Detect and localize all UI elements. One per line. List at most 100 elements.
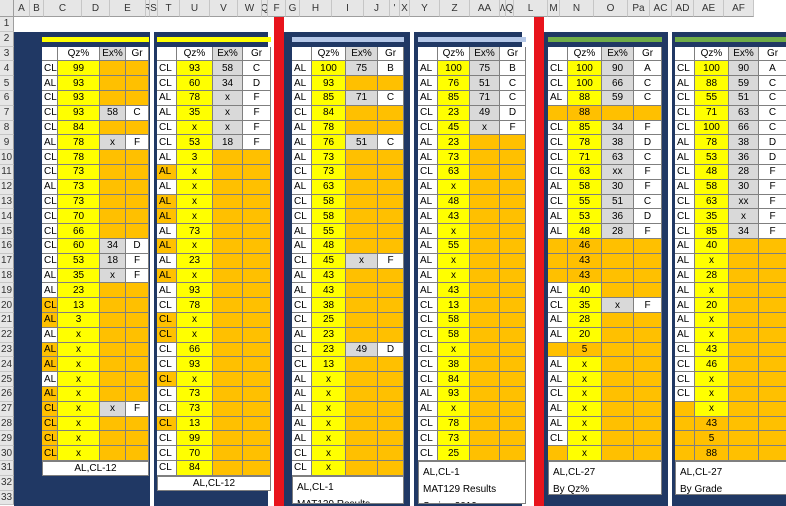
cell-qz[interactable]: 20: [695, 298, 729, 313]
cell-grade[interactable]: [634, 401, 662, 417]
cell-section[interactable]: CL: [157, 416, 177, 432]
cell-section[interactable]: CL: [42, 239, 58, 254]
cell-qz[interactable]: x: [312, 446, 346, 461]
cell-grade[interactable]: [634, 327, 662, 343]
cell-qz[interactable]: 66: [177, 342, 213, 358]
cell-qz[interactable]: x: [438, 401, 470, 417]
cell-qz[interactable]: x: [177, 194, 213, 210]
cell-section[interactable]: AL: [675, 150, 695, 165]
cell-qz[interactable]: 93: [58, 105, 100, 121]
cell-qz[interactable]: 70: [177, 446, 213, 461]
cell-ex[interactable]: [100, 165, 126, 180]
cell-qz[interactable]: 78: [177, 91, 213, 106]
cell-grade[interactable]: [759, 313, 786, 328]
cell-ex[interactable]: x: [100, 135, 126, 151]
cell-qz[interactable]: 43: [695, 416, 729, 432]
cell-ex[interactable]: [100, 91, 126, 106]
cell-grade[interactable]: [500, 179, 526, 195]
cell-grade[interactable]: [126, 431, 149, 447]
cell-ex[interactable]: 49: [346, 342, 378, 358]
cell-section[interactable]: CL: [548, 431, 568, 447]
column-header[interactable]: ': [390, 0, 400, 17]
cell-section[interactable]: AL: [42, 387, 58, 402]
cell-section[interactable]: AL: [548, 401, 568, 417]
row-header[interactable]: 31: [0, 461, 14, 476]
row-header[interactable]: 30: [0, 446, 14, 461]
cell-grade[interactable]: [500, 253, 526, 269]
cell-section[interactable]: CL: [292, 357, 312, 373]
cell-qz[interactable]: 45: [438, 120, 470, 136]
cell-ex[interactable]: [213, 431, 243, 447]
cell-section[interactable]: CL: [292, 209, 312, 225]
cell-grade[interactable]: [243, 283, 271, 299]
cell-grade[interactable]: [126, 120, 149, 136]
cell-grade[interactable]: [378, 120, 404, 136]
column-header[interactable]: Z: [440, 0, 470, 17]
cell-ex[interactable]: [213, 327, 243, 343]
cell-grade[interactable]: D: [378, 342, 404, 358]
cell-ex[interactable]: 59: [602, 91, 634, 106]
cell-section[interactable]: CL: [418, 105, 438, 121]
cell-grade[interactable]: [759, 416, 786, 432]
cell-qz[interactable]: x: [58, 327, 100, 343]
cell-qz[interactable]: 66: [58, 224, 100, 239]
cell-qz[interactable]: 85: [312, 91, 346, 106]
cell-ex[interactable]: x: [100, 268, 126, 284]
cell-section[interactable]: AL: [157, 209, 177, 225]
cell-section[interactable]: CL: [418, 372, 438, 387]
cell-section[interactable]: [675, 446, 695, 461]
cell-section[interactable]: AL: [292, 239, 312, 254]
cell-ex[interactable]: [213, 342, 243, 358]
cell-grade[interactable]: [500, 357, 526, 373]
column-header[interactable]: W: [238, 0, 262, 17]
cell-section[interactable]: CL: [418, 342, 438, 358]
cell-qz[interactable]: 55: [568, 194, 602, 210]
cell-section[interactable]: CL: [292, 165, 312, 180]
cell-ex[interactable]: [213, 253, 243, 269]
cell-ex[interactable]: [346, 416, 378, 432]
cell-grade[interactable]: F: [126, 135, 149, 151]
row-header[interactable]: 26: [0, 387, 14, 402]
cell-qz[interactable]: 13: [58, 298, 100, 313]
cell-section[interactable]: [548, 446, 568, 461]
cell-qz[interactable]: 43: [695, 342, 729, 358]
cell-ex[interactable]: x: [602, 298, 634, 313]
cell-ex[interactable]: [213, 446, 243, 461]
cell-ex[interactable]: [470, 165, 500, 180]
cell-ex[interactable]: 66: [602, 76, 634, 91]
cell-qz[interactable]: x: [438, 224, 470, 239]
cell-ex[interactable]: [213, 283, 243, 299]
cell-grade[interactable]: [378, 239, 404, 254]
cell-ex[interactable]: [729, 431, 759, 447]
cell-section[interactable]: [675, 401, 695, 417]
cell-section[interactable]: CL: [292, 342, 312, 358]
cell-section[interactable]: AL: [418, 91, 438, 106]
row-header[interactable]: 20: [0, 298, 14, 313]
cell-section[interactable]: AL: [292, 120, 312, 136]
cell-ex[interactable]: x: [213, 120, 243, 136]
cell-section[interactable]: CL: [548, 120, 568, 136]
cell-grade[interactable]: [500, 372, 526, 387]
cell-grade[interactable]: [126, 327, 149, 343]
cell-qz[interactable]: x: [312, 387, 346, 402]
cell-section[interactable]: CL: [157, 446, 177, 461]
cell-section[interactable]: AL: [548, 372, 568, 387]
table-header-ex[interactable]: Ex%: [602, 46, 634, 62]
column-header[interactable]: E: [110, 0, 146, 17]
cell-ex[interactable]: 51: [470, 76, 500, 91]
cell-section[interactable]: CL: [157, 313, 177, 328]
cell-qz[interactable]: 53: [568, 209, 602, 225]
cell-ex[interactable]: [470, 431, 500, 447]
cell-grade[interactable]: [243, 461, 271, 476]
cell-grade[interactable]: F: [634, 165, 662, 180]
cell-section[interactable]: CL: [157, 372, 177, 387]
cell-section[interactable]: AL: [675, 179, 695, 195]
cell-qz[interactable]: 28: [695, 268, 729, 284]
cell-grade[interactable]: [126, 372, 149, 387]
cell-ex[interactable]: [470, 209, 500, 225]
cell-grade[interactable]: [634, 268, 662, 284]
table-header-ex[interactable]: Ex%: [470, 46, 500, 62]
cell-grade[interactable]: [126, 194, 149, 210]
cell-grade[interactable]: [500, 165, 526, 180]
cell-grade[interactable]: C: [759, 91, 786, 106]
